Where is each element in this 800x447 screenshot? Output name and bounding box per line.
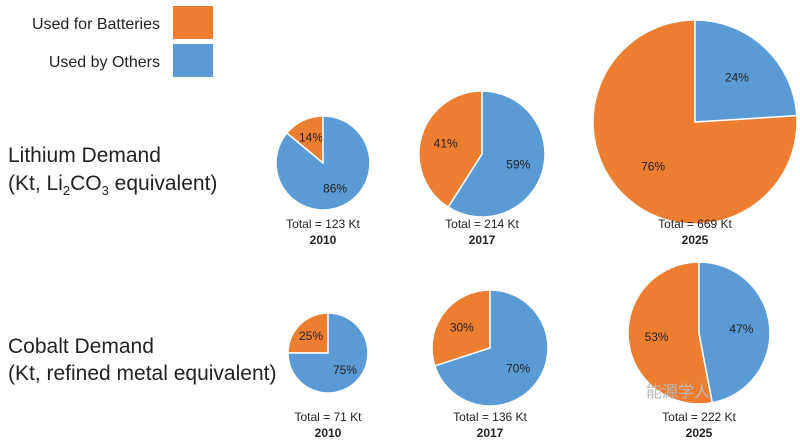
pie-slice [698,261,771,404]
year-label: 2017 [477,426,504,440]
total-label: Total = 222 Kt [662,410,736,424]
total-label: Total = 214 Kt [445,217,519,231]
year-label: 2010 [310,233,337,247]
watermark: 能源学人 [646,384,711,401]
slice-label: 86% [323,182,347,196]
pie-slice [694,19,798,123]
slice-label: 24% [725,70,749,84]
pie-slice [433,289,549,407]
pie-slice [627,261,714,405]
cobalt-subtitle: (Kt, refined metal equivalent) [8,362,277,385]
slice-label: 47% [729,322,753,336]
legend-label-others: Used by Others [48,54,160,71]
total-label: Total = 669 Kt [658,217,732,231]
subscript: 2 [62,183,71,199]
slice-label: 70% [506,361,530,375]
slice-label: 53% [645,330,669,344]
subscript: 3 [101,183,109,199]
pie-slice [447,90,546,218]
pie-slice [275,115,371,211]
subtitle-part: (Kt, Li [8,172,63,195]
lithium-subtitle: (Kt, Li2CO3 equivalent) [8,172,218,199]
slice-label: 59% [506,158,530,172]
slice-label: 41% [434,136,458,150]
slice-label: 75% [333,363,357,377]
lithium-title: Lithium Demand [8,144,161,167]
year-label: 2025 [686,426,713,440]
year-label: 2017 [469,233,496,247]
legend-label-batteries: Used for Batteries [31,16,160,33]
year-label: 2010 [315,426,342,440]
slice-label: 14% [299,130,323,144]
subtitle-part: CO [70,172,102,195]
total-label: Total = 71 Kt [294,410,362,424]
slice-label: 25% [299,329,323,343]
total-label: Total = 123 Kt [286,217,360,231]
legend-swatch-batteries [173,6,213,39]
pie-slice [431,289,491,367]
slice-label: 76% [641,160,665,174]
year-label: 2025 [682,233,709,247]
cobalt-title: Cobalt Demand [8,335,154,358]
total-label: Total = 136 Kt [453,410,527,424]
slice-label: 30% [450,321,474,335]
legend-swatch-others [173,44,213,77]
pie-slice [287,312,329,354]
subtitle-part: equivalent) [108,172,218,195]
pie-slice [287,312,369,394]
